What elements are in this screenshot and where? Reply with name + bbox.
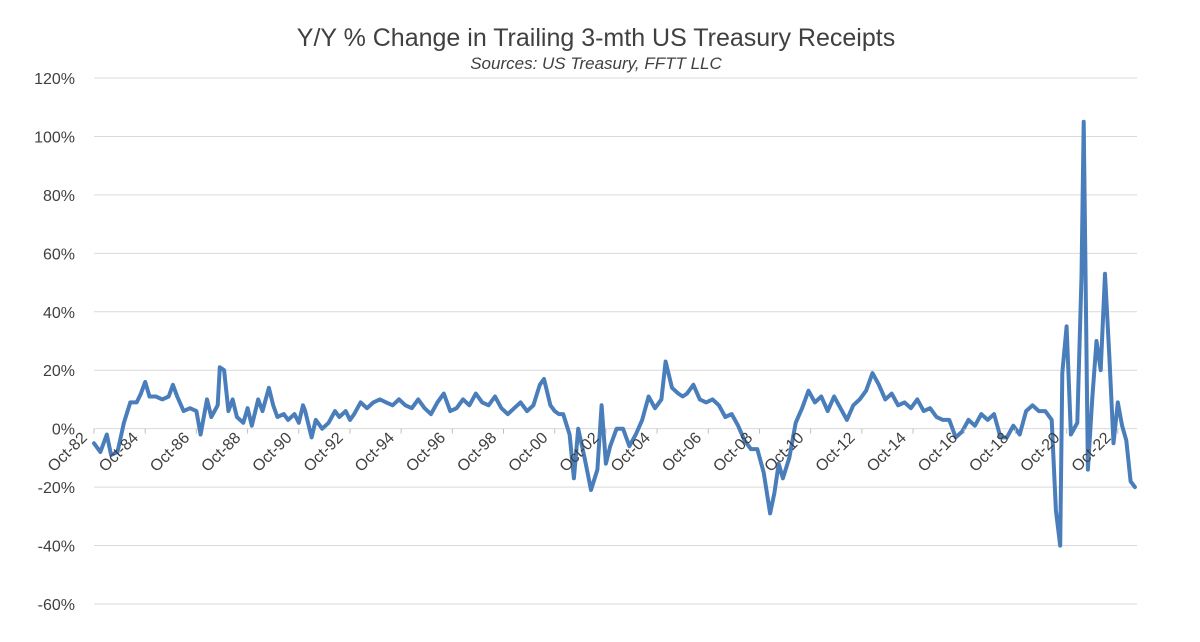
x-tick-label: Oct-16 <box>915 429 961 475</box>
x-tick-label: Oct-92 <box>301 429 347 475</box>
y-tick-label: 60% <box>43 246 75 263</box>
x-tick-label: Oct-00 <box>506 429 552 475</box>
x-tick-label: Oct-94 <box>352 429 398 475</box>
x-tick-label: Oct-88 <box>198 429 244 475</box>
x-tick-label: Oct-90 <box>250 429 296 475</box>
series-line <box>92 119 1137 548</box>
x-tick-label: Oct-18 <box>966 429 1012 475</box>
x-tick-label: Oct-98 <box>454 429 500 475</box>
x-tick-label: Oct-08 <box>710 429 756 475</box>
x-tick-label: Oct-20 <box>1017 429 1063 475</box>
x-tick-label: Oct-86 <box>147 429 193 475</box>
x-tick-label: Oct-12 <box>813 429 859 475</box>
y-tick-label: 80% <box>43 188 75 205</box>
y-tick-label: 40% <box>43 305 75 322</box>
y-tick-label: -40% <box>38 539 75 556</box>
x-tick-label: Oct-96 <box>403 429 449 475</box>
series-layer <box>92 119 1137 548</box>
chart-subtitle: Sources: US Treasury, FFTT LLC <box>470 54 722 73</box>
y-axis-tick-labels: 120% 100% 80% 60% 40% 20% 0% -20% -40% -60% <box>34 71 75 614</box>
x-tick-label: Oct-14 <box>864 429 910 475</box>
y-tick-label: 0% <box>52 422 75 439</box>
y-tick-label: -60% <box>38 597 75 614</box>
y-tick-label: 120% <box>34 71 75 88</box>
y-tick-label: 100% <box>34 129 75 146</box>
y-tick-label: -20% <box>38 480 75 497</box>
x-tick-label: Oct-06 <box>659 429 705 475</box>
gridlines <box>94 77 1137 605</box>
y-tick-label: 20% <box>43 363 75 380</box>
chart-title: Y/Y % Change in Trailing 3-mth US Treasu… <box>297 24 895 52</box>
